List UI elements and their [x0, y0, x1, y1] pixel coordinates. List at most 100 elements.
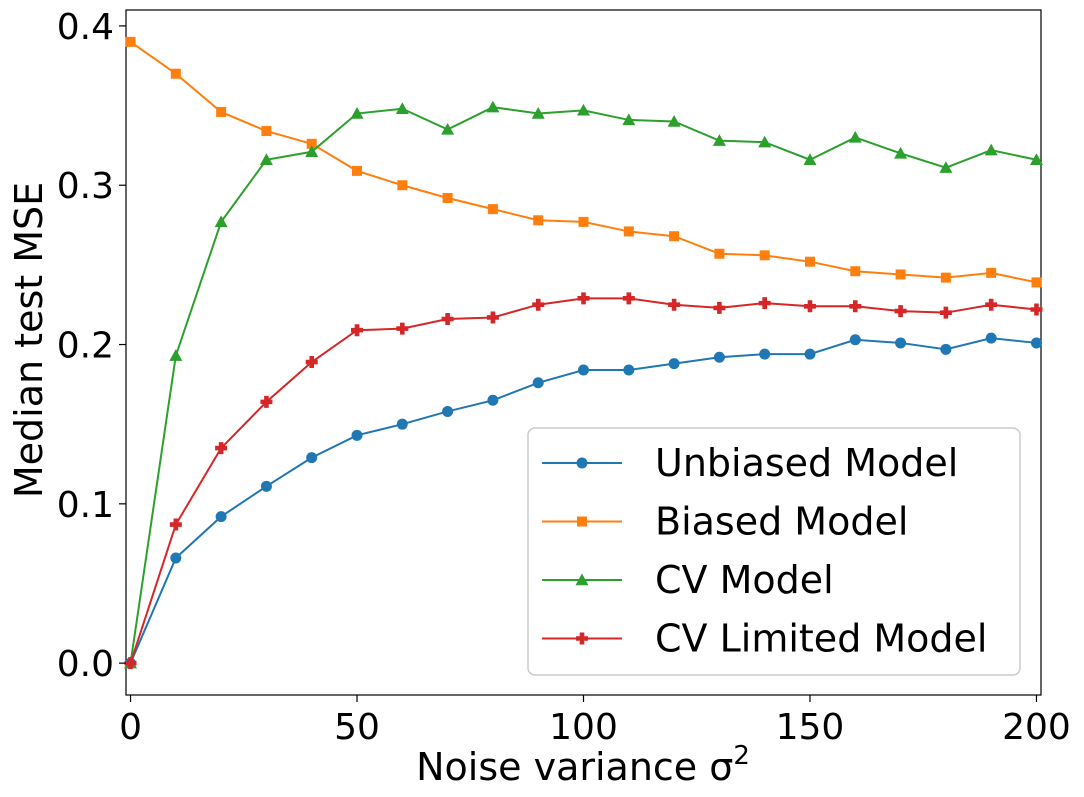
data-point: [396, 322, 409, 335]
data-point: [533, 215, 544, 226]
data-point: [305, 145, 319, 157]
legend-label: Unbiased Model: [655, 441, 958, 485]
x-axis-label-text: Noise variance σ: [416, 745, 733, 789]
data-point: [214, 215, 228, 228]
data-point: [848, 130, 862, 143]
series-3: [124, 292, 1043, 670]
data-point: [169, 518, 182, 531]
data-point: [351, 324, 364, 337]
data-point: [1030, 303, 1043, 316]
data-point: [714, 248, 725, 259]
data-point: [259, 153, 273, 165]
data-point: [894, 305, 907, 318]
x-axis-label-superscript: 2: [733, 741, 750, 771]
data-point: [894, 146, 908, 159]
x-axis-label: Noise variance σ2: [416, 741, 750, 789]
legend-marker: [576, 632, 588, 645]
x-tick-label: 200: [1002, 707, 1071, 748]
data-point: [622, 113, 636, 126]
data-point: [940, 343, 952, 355]
data-point: [713, 301, 726, 314]
data-point: [895, 337, 907, 349]
data-point: [1030, 337, 1042, 349]
data-point: [397, 180, 408, 191]
x-tick-label: 150: [776, 707, 845, 748]
data-point: [758, 135, 772, 148]
data-point: [125, 36, 136, 47]
legend-label: CV Limited Model: [655, 617, 987, 661]
y-tick-label: 0.2: [57, 326, 114, 367]
data-point: [1031, 277, 1042, 288]
data-point: [759, 250, 770, 261]
data-point: [215, 511, 227, 523]
data-point: [986, 267, 997, 278]
data-point: [984, 143, 998, 156]
series-layer: [124, 36, 1043, 670]
y-tick-label: 0.1: [57, 485, 114, 526]
data-point: [623, 226, 634, 237]
data-point: [532, 377, 544, 389]
data-point: [442, 405, 454, 417]
data-point: [939, 161, 953, 173]
data-point: [849, 334, 861, 346]
y-axis-label: Median test MSE: [7, 182, 51, 498]
legend-entry: CV Model: [542, 558, 834, 602]
x-tick-label: 100: [549, 707, 618, 748]
legend-marker: [577, 516, 587, 527]
data-point: [124, 657, 137, 670]
data-point: [939, 306, 952, 319]
data-point: [669, 231, 680, 242]
data-point: [895, 269, 906, 280]
legend-marker: [575, 573, 589, 586]
data-point: [260, 480, 272, 492]
data-point: [803, 300, 816, 313]
data-point: [803, 153, 817, 165]
data-point: [442, 192, 453, 203]
data-point: [441, 122, 455, 135]
data-point: [1029, 153, 1043, 165]
data-point: [667, 115, 681, 127]
data-point: [713, 351, 725, 363]
data-point: [487, 394, 499, 406]
data-point: [622, 292, 635, 305]
data-point: [305, 356, 318, 369]
y-axis-ticks: 0.0 0.1 0.2 0.3 0.4: [57, 7, 126, 685]
data-point: [441, 313, 454, 326]
data-point: [486, 311, 499, 324]
legend-entry: CV Limited Model: [542, 617, 987, 661]
data-point: [849, 300, 862, 313]
x-tick-label: 50: [334, 707, 380, 748]
data-point: [804, 256, 815, 267]
y-tick-label: 0.0: [57, 644, 114, 685]
legend-items: Unbiased Model Biased Model CV Model CV Lim…: [542, 441, 987, 661]
series-0: [125, 332, 1042, 669]
data-point: [216, 106, 227, 117]
data-point: [940, 272, 951, 283]
data-point: [759, 348, 771, 360]
data-point: [850, 266, 861, 277]
data-point: [577, 292, 590, 305]
data-point: [306, 138, 317, 149]
series-1: [125, 36, 1042, 288]
data-point: [712, 134, 726, 146]
data-point: [985, 298, 998, 311]
data-point: [578, 216, 589, 227]
data-point: [396, 418, 408, 430]
data-point: [532, 298, 545, 311]
data-point: [486, 100, 500, 113]
x-axis-ticks: 0 50 100 150 200: [119, 695, 1071, 748]
data-point: [531, 107, 545, 119]
legend: Unbiased Model Biased Model CV Model CV Lim…: [527, 427, 1021, 676]
data-point: [306, 452, 318, 464]
data-point: [668, 298, 681, 311]
data-point: [351, 429, 363, 441]
y-tick-label: 0.3: [57, 166, 114, 207]
data-point: [668, 358, 680, 370]
legend-box: [527, 427, 1021, 676]
x-tick-label: 0: [119, 707, 142, 748]
data-point: [170, 68, 181, 79]
data-point: [352, 165, 363, 176]
legend-entry: Biased Model: [542, 500, 908, 544]
data-point: [623, 364, 635, 376]
